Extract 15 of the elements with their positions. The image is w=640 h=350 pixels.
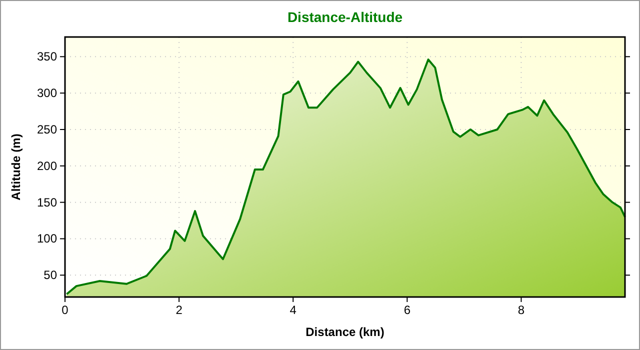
x-tick-label: 4 — [290, 303, 297, 317]
y-tick-label: 200 — [36, 158, 58, 173]
x-tick-label: 8 — [518, 303, 525, 317]
y-axis-title: Altitude (m) — [9, 134, 23, 200]
x-tick-label: 0 — [62, 303, 69, 317]
y-tick-label: 50 — [44, 268, 58, 282]
y-tick-label: 100 — [36, 232, 58, 246]
y-tick-label: 250 — [36, 122, 58, 136]
x-tick-label: 2 — [176, 303, 183, 317]
x-axis-title: Distance (km) — [306, 325, 384, 339]
x-tick-label: 6 — [404, 303, 411, 317]
y-tick-label: 150 — [36, 195, 58, 210]
y-tick-label: 300 — [36, 86, 58, 100]
chart-title: Distance-Altitude — [287, 9, 403, 25]
y-tick-label: 350 — [36, 50, 58, 64]
